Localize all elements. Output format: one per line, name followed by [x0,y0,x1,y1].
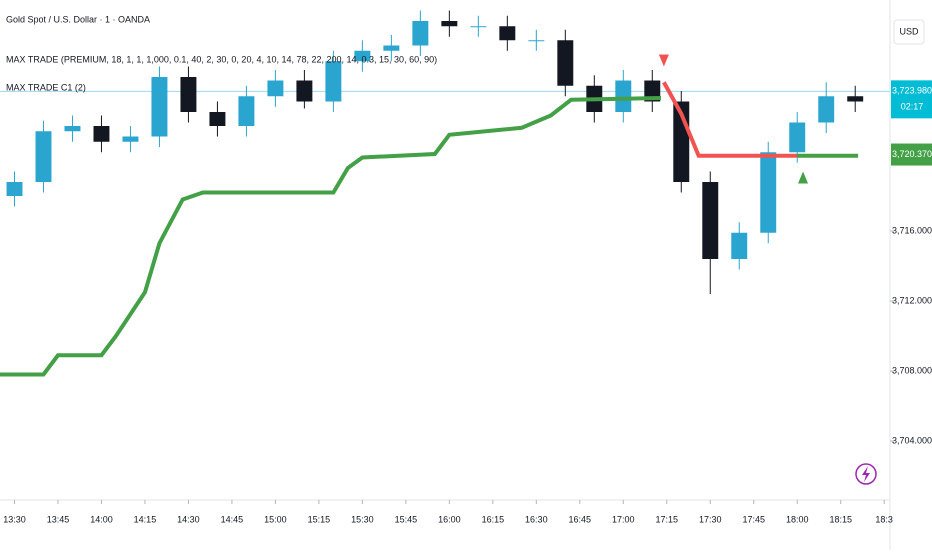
currency-label[interactable]: USD [899,26,919,36]
x-tick-label: 16:15 [482,514,505,524]
signal-marker [658,54,669,67]
candle-body [93,126,110,142]
signal-marker [798,171,809,184]
y-tick-label: 3,716.000 [892,225,932,235]
candle-body [499,26,516,41]
currency-button[interactable] [893,19,925,45]
candle-body [441,21,458,27]
candle-body [528,40,545,42]
candle-body [238,96,255,126]
candle-body [470,26,487,28]
candle-body [789,122,806,153]
x-tick-label: 14:45 [221,514,244,524]
lightning-icon [862,466,870,482]
y-tick-label: 3,708.000 [892,365,932,375]
candle-body [64,126,81,132]
x-tick-label: 18:3 [875,514,893,524]
indicator-label: MAX TRADE (PREMIUM, 18, 1, 1, 1,000, 0.1… [6,54,437,64]
stop-price-label: 3,720.370 [892,149,932,159]
candle-body [383,45,400,51]
candle-body [615,80,632,112]
x-tick-label: 14:00 [90,514,113,524]
x-tick-label: 13:30 [3,514,26,524]
candle-body [122,136,139,142]
x-tick-label: 16:30 [525,514,548,524]
candle-body [702,182,719,259]
last-price-badge [891,80,932,119]
y-tick-label: 3,704.000 [892,435,932,445]
candle-body [354,50,371,62]
countdown-label: 02:17 [901,102,924,112]
x-tick-label: 16:45 [569,514,592,524]
candle-body [847,96,864,102]
x-tick-label: 15:00 [264,514,287,524]
y-tick-label: 3,712.000 [892,295,932,305]
last-price-label: 3,723.980 [892,86,932,96]
candle-body [818,96,835,123]
indicator-line [0,96,662,377]
candle-body [151,77,168,137]
x-tick-label: 13:45 [47,514,70,524]
x-tick-label: 14:30 [177,514,200,524]
x-tick-label: 15:45 [395,514,418,524]
indicator-line [662,81,798,158]
x-tick-label: 14:15 [134,514,157,524]
x-tick-label: 17:30 [699,514,722,524]
stop-price-badge [891,143,932,166]
candle-body [6,182,23,196]
candle-body [731,232,748,259]
x-tick-label: 17:00 [612,514,635,524]
x-tick-label: 17:45 [742,514,765,524]
candle-body [412,21,429,46]
x-tick-label: 18:15 [829,514,852,524]
candle-body [760,152,777,233]
candle-body [209,112,226,126]
candle-body [267,80,284,97]
x-tick-label: 16:00 [438,514,461,524]
chart-title: Gold Spot / U.S. Dollar · 1 · OANDA [6,14,150,24]
x-tick-label: 15:15 [308,514,331,524]
candle-body [296,80,313,102]
candle-body [325,61,342,102]
candle-body [180,77,197,112]
indicator-label: MAX TRADE C1 (2) [6,82,86,92]
x-tick-label: 17:15 [656,514,679,524]
candle-body [557,40,574,86]
x-tick-label: 18:00 [786,514,809,524]
candle-body [35,131,52,182]
plot-area [0,10,890,377]
x-tick-label: 15:30 [351,514,374,524]
